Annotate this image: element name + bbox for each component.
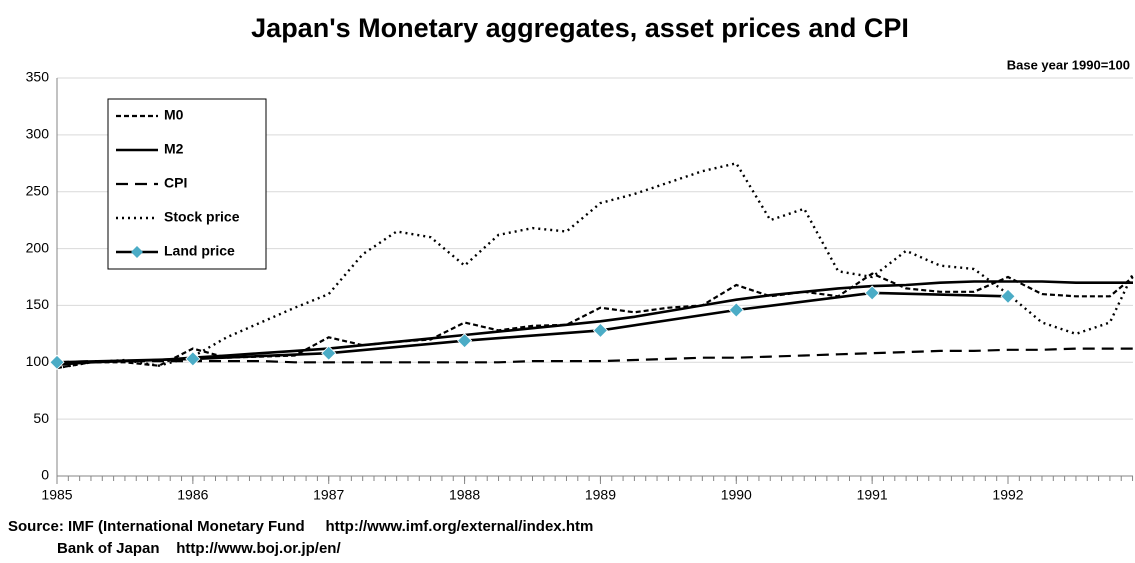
legend-box [107,98,267,270]
point-marker [728,302,744,318]
legend-label: CPI [164,175,187,191]
series-line [56,347,1133,364]
x-tick-label: 1990 [721,487,752,503]
point-marker [592,322,608,339]
x-tick-label: 1985 [41,487,72,503]
point-marker [864,285,880,301]
source-line: Source: IMF (International Monetary Fund… [8,518,593,535]
point-marker [321,345,337,361]
subtitle: Base year 1990=100 [1007,57,1130,72]
point-marker [49,354,65,370]
series-line [56,280,1133,366]
y-tick-label: 0 [41,467,49,483]
y-tick-label: 200 [26,239,50,255]
x-tick-label: 1989 [585,487,616,503]
x-tick-label: 1986 [177,487,208,503]
y-tick-label: 150 [26,296,50,312]
y-tick-label: 250 [26,182,50,198]
x-tick-label: 1992 [992,487,1023,503]
chart-title: Japan's Monetary aggregates, asset price… [251,13,909,43]
y-tick-label: 350 [26,69,50,85]
y-tick-label: 300 [26,126,50,142]
legend-label: M2 [164,141,184,157]
x-tick-label: 1988 [449,487,480,503]
legend-label: Land price [164,243,235,259]
source-line: Bank of Japan http://www.boj.or.jp/en/ [57,540,341,557]
point-marker [185,351,201,367]
point-marker [457,333,473,349]
point-marker [1000,288,1016,304]
x-tick-label: 1987 [313,487,344,503]
series-line [56,291,1009,364]
y-tick-label: 100 [26,353,50,369]
y-tick-label: 50 [33,410,49,426]
legend-marker [131,246,143,258]
series-line [56,161,1135,370]
legend-label: Stock price [164,209,240,225]
legend-label: M0 [164,107,184,123]
x-tick-label: 1991 [857,487,888,503]
